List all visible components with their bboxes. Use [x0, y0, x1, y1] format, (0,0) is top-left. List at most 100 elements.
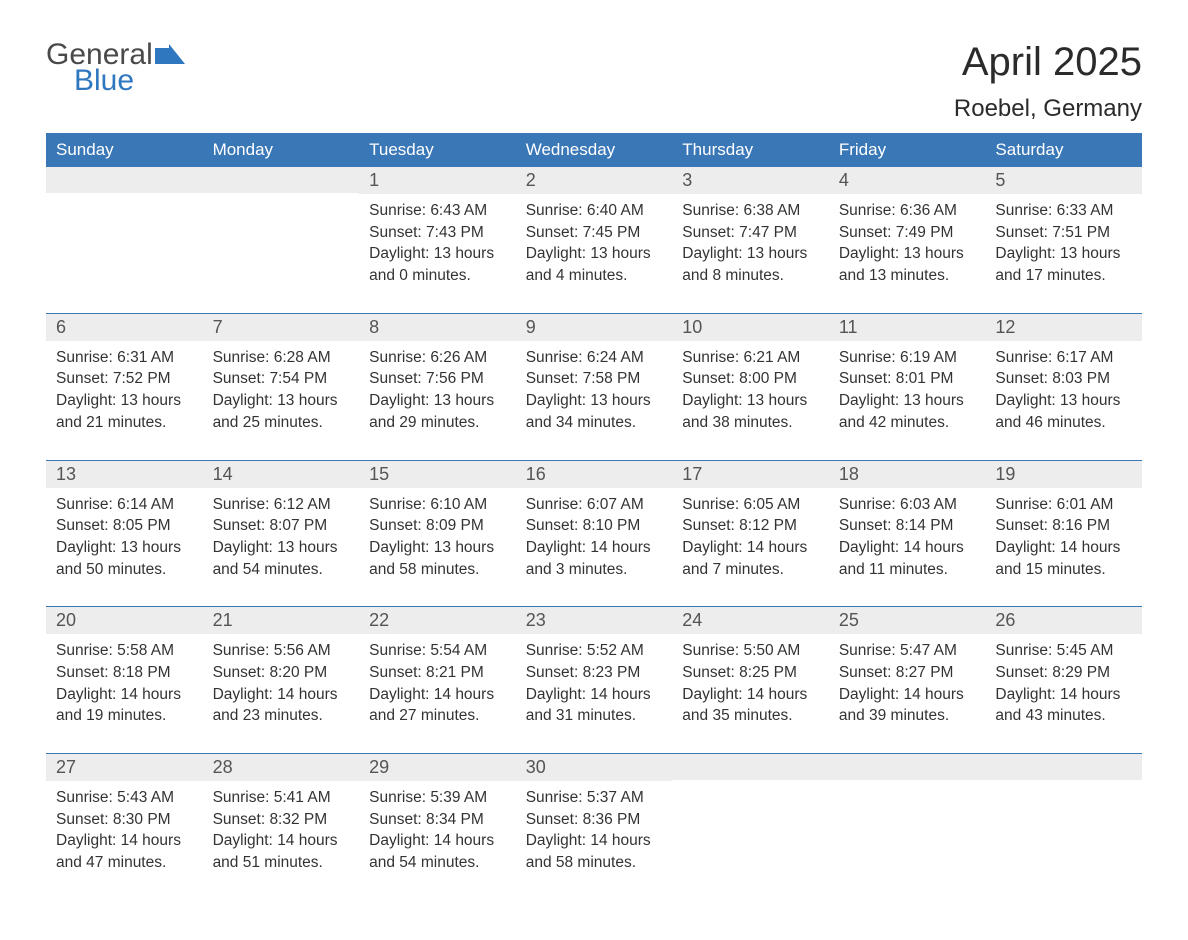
sunrise-line: Sunrise: 5:45 AM	[995, 640, 1132, 662]
daylight-label: Daylight:	[526, 686, 591, 703]
sunrise-value: 6:24 AM	[587, 349, 644, 366]
day-number	[203, 167, 360, 193]
daylight-line: Daylight: 14 hours and 47 minutes.	[56, 830, 193, 873]
sunset-line: Sunset: 8:00 PM	[682, 368, 819, 390]
sunrise-line: Sunrise: 5:54 AM	[369, 640, 506, 662]
sunset-line: Sunset: 8:20 PM	[213, 662, 350, 684]
day-number	[46, 167, 203, 193]
sunset-line: Sunset: 7:58 PM	[526, 368, 663, 390]
week-row: 1Sunrise: 6:43 AMSunset: 7:43 PMDaylight…	[46, 167, 1142, 313]
weekday-header: Saturday	[985, 133, 1142, 167]
week-row: 13Sunrise: 6:14 AMSunset: 8:05 PMDayligh…	[46, 460, 1142, 607]
sunset-label: Sunset:	[213, 517, 270, 534]
calendar: SundayMondayTuesdayWednesdayThursdayFrid…	[46, 133, 1142, 900]
sunset-label: Sunset:	[995, 517, 1052, 534]
daylight-label: Daylight:	[682, 392, 747, 409]
sunrise-line: Sunrise: 6:38 AM	[682, 200, 819, 222]
sunrise-line: Sunrise: 6:10 AM	[369, 494, 506, 516]
daylight-label: Daylight:	[369, 392, 434, 409]
sunrise-value: 5:45 AM	[1057, 642, 1114, 659]
sunrise-line: Sunrise: 6:31 AM	[56, 347, 193, 369]
sunrise-line: Sunrise: 6:33 AM	[995, 200, 1132, 222]
sunset-line: Sunset: 8:29 PM	[995, 662, 1132, 684]
day-cell: 23Sunrise: 5:52 AMSunset: 8:23 PMDayligh…	[516, 607, 673, 753]
daylight-line: Daylight: 13 hours and 17 minutes.	[995, 243, 1132, 286]
day-number: 11	[829, 314, 986, 341]
sunrise-label: Sunrise:	[839, 349, 900, 366]
sunrise-label: Sunrise:	[995, 202, 1056, 219]
sunset-line: Sunset: 8:12 PM	[682, 515, 819, 537]
sunrise-value: 5:56 AM	[274, 642, 331, 659]
sunrise-line: Sunrise: 6:14 AM	[56, 494, 193, 516]
daylight-label: Daylight:	[526, 245, 591, 262]
day-body: Sunrise: 6:33 AMSunset: 7:51 PMDaylight:…	[985, 194, 1142, 313]
sunrise-label: Sunrise:	[213, 496, 274, 513]
sunset-line: Sunset: 7:56 PM	[369, 368, 506, 390]
sunrise-line: Sunrise: 5:58 AM	[56, 640, 193, 662]
day-number: 19	[985, 461, 1142, 488]
sunset-label: Sunset:	[369, 517, 426, 534]
day-body: Sunrise: 6:36 AMSunset: 7:49 PMDaylight:…	[829, 194, 986, 313]
sunset-value: 7:47 PM	[739, 224, 797, 241]
daylight-line: Daylight: 14 hours and 58 minutes.	[526, 830, 663, 873]
sunset-line: Sunset: 8:18 PM	[56, 662, 193, 684]
day-number	[985, 754, 1142, 780]
daylight-label: Daylight:	[839, 686, 904, 703]
daylight-line: Daylight: 13 hours and 58 minutes.	[369, 537, 506, 580]
day-body	[46, 193, 203, 293]
day-number: 26	[985, 607, 1142, 634]
day-cell: 30Sunrise: 5:37 AMSunset: 8:36 PMDayligh…	[516, 754, 673, 900]
sunset-label: Sunset:	[995, 664, 1052, 681]
sunset-value: 8:00 PM	[739, 370, 797, 387]
sunrise-label: Sunrise:	[213, 349, 274, 366]
sunrise-value: 6:43 AM	[430, 202, 487, 219]
sunset-value: 8:30 PM	[113, 811, 171, 828]
sunrise-value: 5:54 AM	[430, 642, 487, 659]
daylight-label: Daylight:	[369, 539, 434, 556]
sunrise-line: Sunrise: 6:43 AM	[369, 200, 506, 222]
day-body: Sunrise: 6:24 AMSunset: 7:58 PMDaylight:…	[516, 341, 673, 460]
sunset-line: Sunset: 7:52 PM	[56, 368, 193, 390]
sunset-value: 7:52 PM	[113, 370, 171, 387]
sunrise-label: Sunrise:	[526, 202, 587, 219]
daylight-label: Daylight:	[526, 392, 591, 409]
sunrise-label: Sunrise:	[839, 642, 900, 659]
daylight-line: Daylight: 13 hours and 21 minutes.	[56, 390, 193, 433]
sunrise-line: Sunrise: 6:19 AM	[839, 347, 976, 369]
sunrise-value: 5:43 AM	[117, 789, 174, 806]
sunset-label: Sunset:	[213, 811, 270, 828]
daylight-label: Daylight:	[995, 686, 1060, 703]
sunrise-value: 5:39 AM	[430, 789, 487, 806]
day-number: 28	[203, 754, 360, 781]
day-body: Sunrise: 6:12 AMSunset: 8:07 PMDaylight:…	[203, 488, 360, 607]
sunset-line: Sunset: 7:43 PM	[369, 222, 506, 244]
sunset-label: Sunset:	[682, 370, 739, 387]
weekday-header: Monday	[203, 133, 360, 167]
sunrise-value: 6:21 AM	[743, 349, 800, 366]
sunset-line: Sunset: 8:16 PM	[995, 515, 1132, 537]
title-block: April 2025 Roebel, Germany	[954, 40, 1142, 123]
day-number: 10	[672, 314, 829, 341]
daylight-label: Daylight:	[995, 539, 1060, 556]
sunset-label: Sunset:	[682, 517, 739, 534]
sunrise-value: 6:31 AM	[117, 349, 174, 366]
day-body: Sunrise: 6:01 AMSunset: 8:16 PM Daylight:…	[985, 488, 1142, 607]
day-number: 6	[46, 314, 203, 341]
day-cell: 2Sunrise: 6:40 AMSunset: 7:45 PMDaylight…	[516, 167, 673, 313]
day-body: Sunrise: 5:45 AMSunset: 8:29 PM Daylight:…	[985, 634, 1142, 753]
day-body: Sunrise: 6:21 AMSunset: 8:00 PMDaylight:…	[672, 341, 829, 460]
sunrise-line: Sunrise: 6:01 AM	[995, 494, 1132, 516]
day-body: Sunrise: 6:43 AMSunset: 7:43 PMDaylight:…	[359, 194, 516, 313]
day-cell: 17Sunrise: 6:05 AMSunset: 8:12 PMDayligh…	[672, 461, 829, 607]
sunset-line: Sunset: 7:45 PM	[526, 222, 663, 244]
sunrise-label: Sunrise:	[682, 202, 743, 219]
day-number: 27	[46, 754, 203, 781]
day-cell: 4Sunrise: 6:36 AMSunset: 7:49 PMDaylight…	[829, 167, 986, 313]
sunrise-label: Sunrise:	[369, 349, 430, 366]
sunrise-line: Sunrise: 6:03 AM	[839, 494, 976, 516]
sunset-value: 8:16 PM	[1052, 517, 1110, 534]
day-number: 3	[672, 167, 829, 194]
day-body: Sunrise: 6:14 AMSunset: 8:05 PMDaylight:…	[46, 488, 203, 607]
sunrise-line: Sunrise: 5:43 AM	[56, 787, 193, 809]
sunrise-line: Sunrise: 6:12 AM	[213, 494, 350, 516]
